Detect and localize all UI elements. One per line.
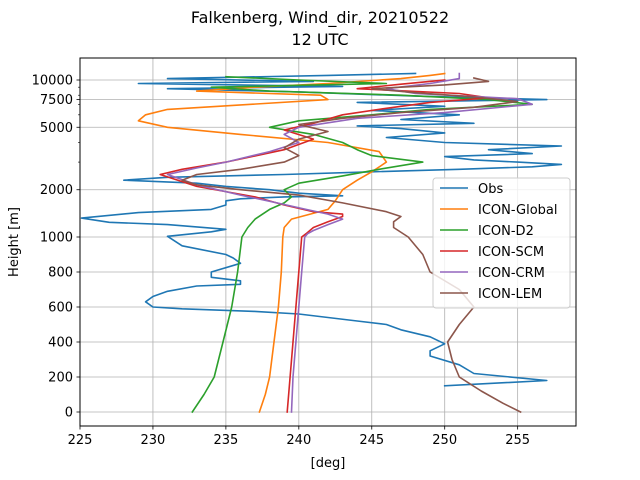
legend-label-icon-scm: ICON-SCM: [478, 245, 544, 260]
plot-frame: [79, 57, 577, 427]
x-axis-label: [deg]: [311, 456, 346, 471]
x-tick-label: 235: [213, 433, 238, 448]
series-line-obs: [80, 72, 563, 387]
series-layer: [80, 72, 563, 414]
y-tick-label: 1000: [40, 231, 73, 246]
legend-label-icon-crm: ICON-CRM: [478, 266, 545, 281]
legend-label-icon-lem: ICON-LEM: [478, 287, 542, 302]
x-tick-label: 245: [359, 433, 384, 448]
axis-ticks: 225 230 235 240 245 250 255 0 200 400 600 800 1000 20…: [32, 74, 530, 449]
legend: Obs ICON-Global ICON-D2 ICON-SCM ICON-CRM ICO…: [432, 177, 571, 309]
legend-label-icon-d2: ICON-D2: [478, 224, 534, 239]
series-line-icon-d2: [191, 75, 533, 414]
y-axis-label: Height [m]: [7, 207, 22, 277]
y-tick-label: 200: [48, 371, 73, 386]
legend-label-obs: Obs: [478, 182, 503, 197]
chart-title: Falkenberg, Wind_dir, 20210522: [191, 8, 449, 28]
series-line-icon-lem: [181, 77, 522, 414]
y-tick-label: 7500: [40, 93, 73, 108]
x-tick-label: 240: [286, 433, 311, 448]
chart-subtitle: 12 UTC: [291, 30, 348, 49]
legend-label-icon-global: ICON-Global: [478, 203, 558, 218]
y-tick-label: 5000: [40, 121, 73, 136]
x-tick-label: 250: [432, 433, 457, 448]
y-tick-label: 600: [48, 301, 73, 316]
series-line-icon-scm: [159, 79, 490, 413]
y-tick-label: 0: [65, 406, 73, 421]
x-tick-label: 230: [141, 433, 166, 448]
x-tick-label: 255: [505, 433, 530, 448]
y-tick-label: 10000: [32, 74, 73, 89]
y-tick-label: 400: [48, 336, 73, 351]
y-tick-label: 800: [48, 266, 73, 281]
x-tick-label: 225: [68, 433, 93, 448]
y-tick-label: 2000: [40, 183, 73, 198]
series-line-icon-crm: [166, 72, 533, 413]
legend-box: [432, 177, 571, 309]
